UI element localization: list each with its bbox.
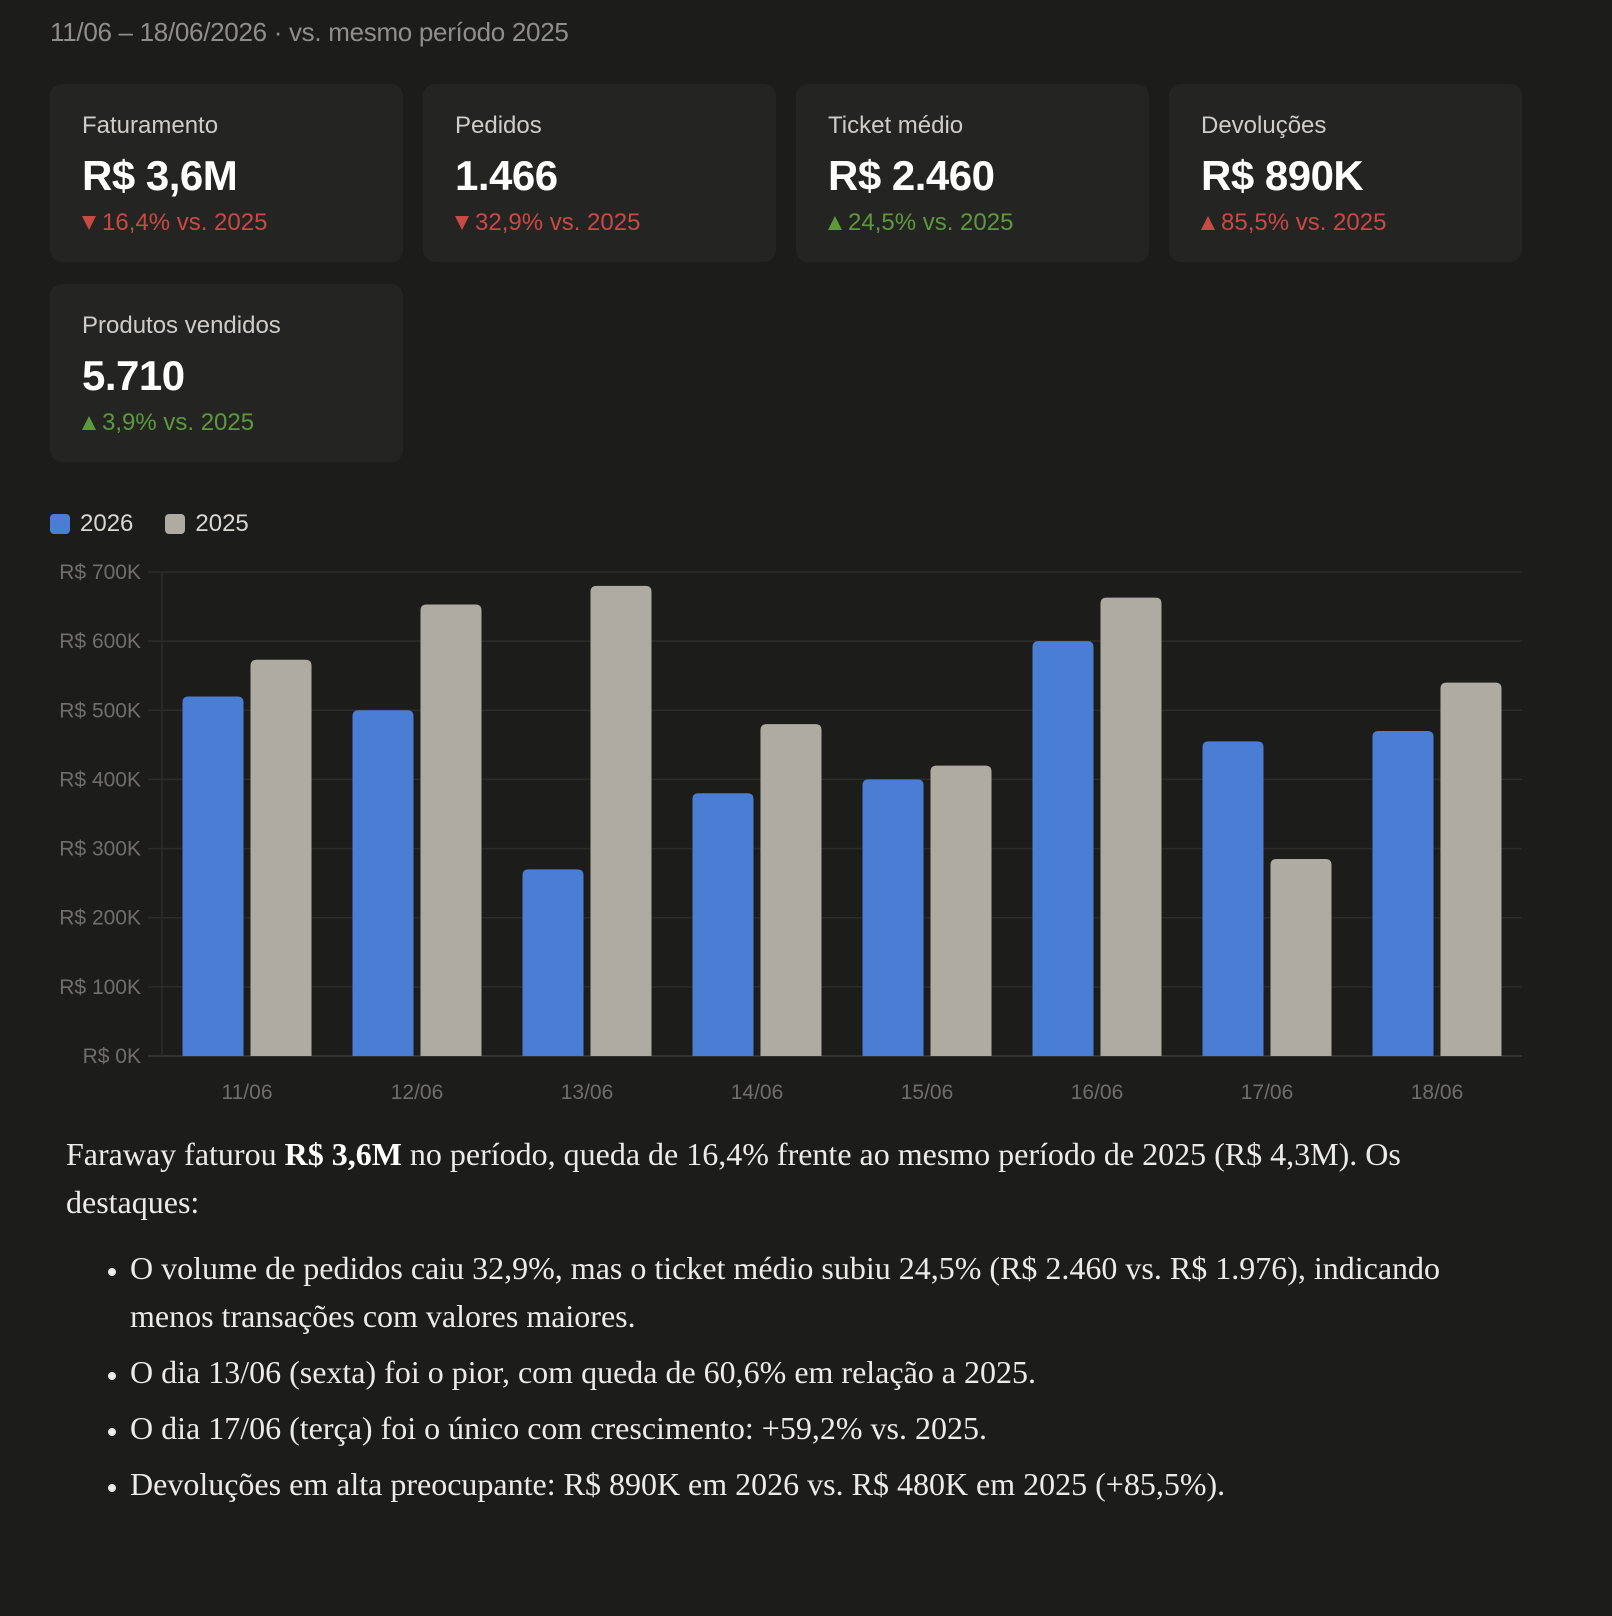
bar-2025-14-06 bbox=[760, 724, 822, 1056]
kpi-delta-text: 32,9% vs. 2025 bbox=[475, 209, 641, 236]
bar-2025-13-06 bbox=[590, 585, 652, 1056]
x-tick-label: 15/06 bbox=[901, 1081, 954, 1104]
kpi-delta: 3,9% vs. 2025 bbox=[82, 409, 371, 437]
kpi-value: 5.710 bbox=[82, 352, 185, 399]
x-tick-label: 17/06 bbox=[1241, 1081, 1294, 1104]
summary-intro-before: Faraway faturou bbox=[66, 1136, 285, 1172]
x-tick-label: 12/06 bbox=[391, 1081, 444, 1104]
kpi-delta: 16,4% vs. 2025 bbox=[82, 209, 371, 237]
kpi-value: R$ 2.460 bbox=[828, 152, 995, 199]
kpi-label: Pedidos bbox=[455, 112, 542, 139]
bar-2026-16-06 bbox=[1032, 641, 1094, 1056]
legend-label-2025: 2025 bbox=[195, 510, 249, 537]
bar-2026-13-06 bbox=[522, 869, 584, 1056]
y-tick-label: R$ 0K bbox=[83, 1045, 141, 1068]
triangle-down-icon bbox=[455, 216, 469, 230]
bar-2025-12-06 bbox=[420, 604, 482, 1056]
highlight-item: O volume de pedidos caiu 32,9%, mas o ti… bbox=[130, 1244, 1486, 1340]
kpi-delta-text: 3,9% vs. 2025 bbox=[102, 409, 255, 436]
highlights-list: O volume de pedidos caiu 32,9%, mas o ti… bbox=[66, 1244, 1486, 1508]
y-tick-label: R$ 300K bbox=[59, 838, 141, 861]
kpi-card-pedidos: Pedidos 1.466 32,9% vs. 2025 bbox=[423, 84, 776, 262]
legend-item-2025: 2025 bbox=[165, 510, 249, 538]
y-tick-label: R$ 500K bbox=[59, 699, 141, 722]
kpi-grid: Faturamento R$ 3,6M 16,4% vs. 2025 Pedid… bbox=[50, 84, 1523, 462]
kpi-value: 1.466 bbox=[455, 152, 558, 199]
highlight-item: O dia 17/06 (terça) foi o único com cres… bbox=[130, 1404, 1486, 1452]
x-tick-label: 13/06 bbox=[561, 1081, 614, 1104]
legend-label-2026: 2026 bbox=[80, 510, 134, 537]
period-subtitle: 11/06 – 18/06/2026 · vs. mesmo período 2… bbox=[50, 17, 569, 47]
triangle-up-icon bbox=[828, 216, 842, 230]
kpi-delta-text: 16,4% vs. 2025 bbox=[102, 209, 268, 236]
kpi-card-ticket-medio: Ticket médio R$ 2.460 24,5% vs. 2025 bbox=[796, 84, 1149, 262]
kpi-card-produtos-vendidos: Produtos vendidos 5.710 3,9% vs. 2025 bbox=[50, 284, 403, 462]
bar-2026-18-06 bbox=[1372, 731, 1434, 1056]
kpi-delta: 32,9% vs. 2025 bbox=[455, 209, 744, 237]
y-tick-label: R$ 100K bbox=[59, 976, 141, 999]
bar-2026-15-06 bbox=[862, 779, 924, 1056]
kpi-value: R$ 3,6M bbox=[82, 152, 238, 199]
summary-intro-total: R$ 3,6M bbox=[284, 1136, 402, 1172]
bar-2026-14-06 bbox=[692, 793, 754, 1056]
kpi-delta-text: 85,5% vs. 2025 bbox=[1221, 209, 1387, 236]
chart-legend: 2026 2025 bbox=[50, 510, 249, 538]
bar-2025-17-06 bbox=[1270, 858, 1332, 1056]
revenue-bar-chart: R$ 0K R$ 100K R$ 200K R$ 300K R$ 400K R$ 500K… bbox=[59, 561, 1522, 1104]
kpi-delta: 24,5% vs. 2025 bbox=[828, 209, 1117, 237]
bar-2025-16-06 bbox=[1100, 597, 1162, 1056]
y-tick-label: R$ 200K bbox=[59, 907, 141, 930]
kpi-label: Devoluções bbox=[1201, 112, 1327, 139]
triangle-up-icon bbox=[82, 416, 96, 430]
kpi-delta-text: 24,5% vs. 2025 bbox=[848, 209, 1014, 236]
summary-text: Faraway faturou R$ 3,6M no período, qued… bbox=[66, 1130, 1486, 1516]
bar-2026-17-06 bbox=[1202, 741, 1264, 1056]
legend-swatch-2026 bbox=[50, 514, 70, 534]
legend-swatch-2025 bbox=[165, 514, 186, 534]
triangle-down-icon bbox=[82, 216, 96, 230]
y-tick-label: R$ 400K bbox=[59, 768, 141, 791]
bar-2026-12-06 bbox=[352, 710, 414, 1056]
y-tick-label: R$ 700K bbox=[59, 561, 141, 584]
highlight-item: O dia 13/06 (sexta) foi o pior, com qued… bbox=[130, 1348, 1486, 1396]
kpi-label: Produtos vendidos bbox=[82, 312, 281, 339]
x-tick-label: 14/06 bbox=[731, 1081, 784, 1104]
kpi-card-faturamento: Faturamento R$ 3,6M 16,4% vs. 2025 bbox=[50, 84, 403, 262]
kpi-label: Faturamento bbox=[82, 112, 219, 139]
x-tick-label: 11/06 bbox=[222, 1081, 273, 1104]
bar-2026-11-06 bbox=[182, 696, 244, 1056]
x-tick-label: 16/06 bbox=[1071, 1081, 1124, 1104]
summary-intro: Faraway faturou R$ 3,6M no período, qued… bbox=[66, 1130, 1486, 1226]
highlight-item: Devoluções em alta preocupante: R$ 890K … bbox=[130, 1460, 1486, 1508]
triangle-up-icon bbox=[1201, 216, 1215, 230]
legend-item-2026: 2026 bbox=[50, 510, 133, 538]
y-tick-label: R$ 600K bbox=[59, 630, 141, 653]
bar-2025-11-06 bbox=[250, 659, 312, 1056]
kpi-value: R$ 890K bbox=[1201, 152, 1364, 199]
kpi-delta: 85,5% vs. 2025 bbox=[1201, 209, 1490, 237]
kpi-label: Ticket médio bbox=[828, 112, 964, 139]
bar-2025-15-06 bbox=[930, 765, 992, 1056]
x-tick-label: 18/06 bbox=[1411, 1081, 1464, 1104]
bar-2025-18-06 bbox=[1440, 682, 1502, 1056]
kpi-card-devolucoes: Devoluções R$ 890K 85,5% vs. 2025 bbox=[1169, 84, 1522, 262]
summary-intro-after: no período, queda de 16,4% frente ao mes… bbox=[66, 1136, 1401, 1220]
